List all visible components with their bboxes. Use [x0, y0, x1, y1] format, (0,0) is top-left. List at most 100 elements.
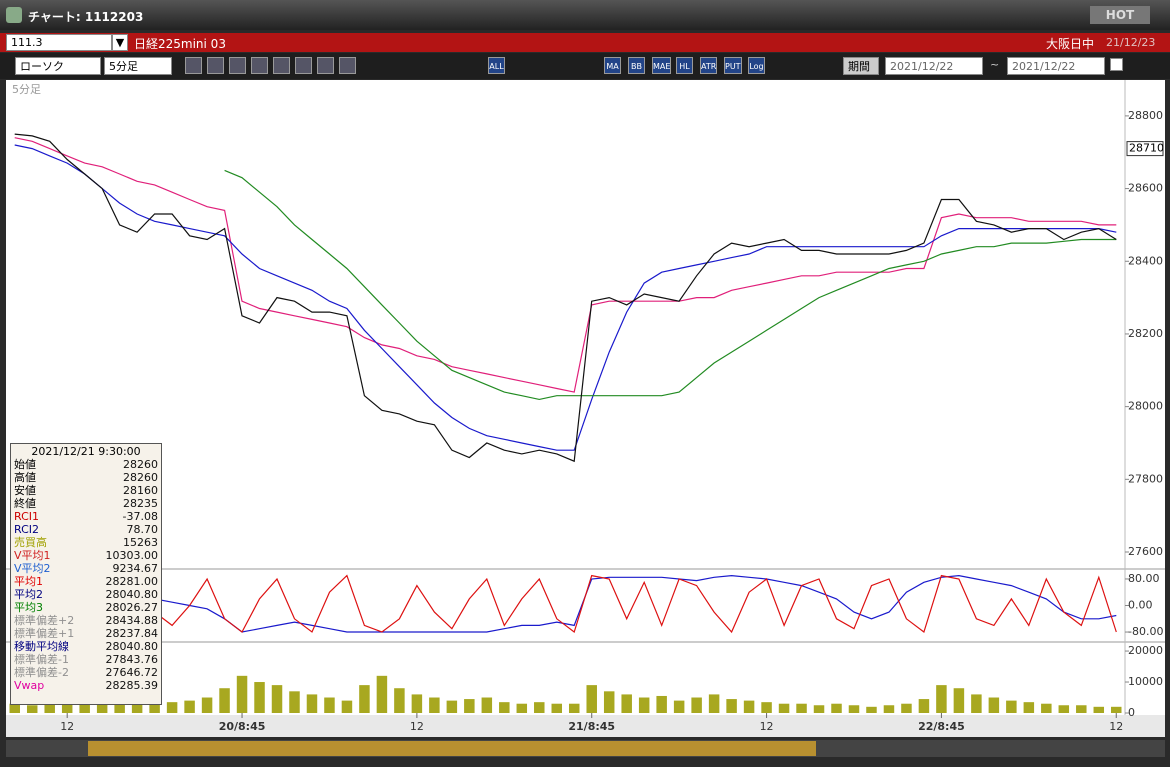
tool-icon[interactable]: [273, 57, 290, 74]
volume-bar: [44, 702, 55, 713]
y-tick-label: 27600: [1128, 545, 1163, 558]
x-axis-strip: [6, 715, 1165, 737]
volume-bar: [446, 700, 458, 713]
volume-bar: [1023, 702, 1035, 713]
info-value: 28160: [123, 484, 158, 497]
volume-bar: [324, 697, 335, 713]
info-label: 標準偏差+1: [14, 627, 75, 640]
info-panel: 2021/12/21 9:30:00 始値 28260 高値 28260 安値 28160…: [10, 443, 162, 705]
volume-bar: [568, 703, 580, 713]
info-value: 28285.39: [105, 679, 159, 692]
window-title: チャート: 1112203: [28, 10, 144, 24]
tool-icon[interactable]: [295, 57, 312, 74]
hot-button[interactable]: HOT: [1090, 6, 1150, 24]
x-tick-label: 12: [1109, 720, 1123, 733]
info-value: 28026.27: [105, 601, 159, 614]
info-value: 15263: [123, 536, 158, 549]
volume-bar: [988, 697, 1000, 713]
tool-icon[interactable]: MAE: [652, 57, 672, 74]
volume-bar: [586, 685, 597, 713]
volume-bar: [971, 694, 982, 713]
info-label: 始値: [14, 458, 36, 471]
info-value: 28040.80: [105, 588, 159, 601]
volume-bar: [796, 703, 807, 713]
toolbar: ローソク 5分足 ALL MA BB MAE HL ATR PUT Log 期間 2021/1…: [0, 53, 1170, 79]
info-row: 平均3 28026.27: [14, 601, 158, 614]
tool-icon[interactable]: BB: [628, 57, 645, 74]
volume-bar: [1006, 700, 1017, 713]
volume-bar: [1076, 705, 1087, 713]
info-value: 28235: [123, 497, 158, 510]
tool-icon[interactable]: [207, 57, 224, 74]
series-line: [14, 133, 1117, 463]
info-row: 平均2 28040.80: [14, 588, 158, 601]
tilde: ~: [990, 58, 1000, 71]
app-icon: [6, 7, 22, 23]
info-label: Vwap: [14, 679, 45, 692]
volume-bar: [359, 685, 370, 713]
volume-bar: [708, 694, 720, 713]
volume-bar: [953, 688, 965, 713]
interval-select[interactable]: 5分足: [104, 57, 172, 75]
volume-bar: [481, 697, 493, 713]
series-line: [14, 574, 1117, 634]
volume-bar: [551, 703, 563, 713]
volume-bar: [499, 702, 510, 713]
volume-bar: [376, 675, 388, 713]
volume-bar: [848, 705, 860, 713]
volume-bar: [1041, 703, 1052, 713]
volume-bar: [918, 699, 930, 713]
info-value: 78.70: [126, 523, 159, 536]
tool-icon[interactable]: [185, 57, 202, 74]
volume-bar: [1058, 705, 1070, 713]
volume-bar: [726, 699, 737, 713]
from-date[interactable]: 2021/12/22: [885, 57, 983, 75]
y-tick-label: 28600: [1128, 182, 1163, 195]
volume-bar: [638, 697, 650, 713]
code-input[interactable]: 111.3: [6, 34, 112, 51]
period-button[interactable]: 期間: [843, 57, 879, 75]
chart-title: 5分足: [12, 83, 41, 96]
tool-icon[interactable]: MA: [604, 57, 621, 74]
tool-icon[interactable]: [317, 57, 334, 74]
chart-type-select[interactable]: ローソク: [15, 57, 101, 75]
info-value: 10303.00: [105, 549, 159, 562]
info-label: 標準偏差-2: [14, 666, 69, 679]
series-line: [14, 137, 1117, 393]
x-tick-label: 21/8:45: [568, 720, 615, 733]
y-tick-label: 10000: [1128, 675, 1163, 688]
checkbox[interactable]: [1110, 58, 1123, 71]
volume-bar: [306, 694, 318, 713]
volume-bar: [184, 700, 195, 713]
info-value: 27843.76: [105, 653, 159, 666]
info-row: 売買高 15263: [14, 536, 158, 549]
y-tick-label: 80.00: [1128, 572, 1160, 585]
volume-bar: [149, 703, 160, 713]
tool-icon[interactable]: ATR: [700, 57, 718, 74]
symbol-bar: 111.3 ▼ 日経225mini 03 大阪日中 21/12/23: [0, 33, 1170, 52]
info-label: 終値: [14, 497, 36, 510]
tool-icon[interactable]: PUT: [724, 57, 742, 74]
title-bar: チャート: 1112203 HOT: [0, 0, 1170, 30]
volume-bar: [96, 697, 108, 713]
scroll-thumb[interactable]: [88, 741, 816, 756]
code-dropdown[interactable]: ▼: [112, 34, 128, 51]
info-label: 平均1: [14, 575, 43, 588]
tool-icon[interactable]: [229, 57, 246, 74]
info-value: 28260: [123, 458, 158, 471]
info-row: 安値 28160: [14, 484, 158, 497]
to-date[interactable]: 2021/12/22: [1007, 57, 1105, 75]
tool-icon[interactable]: HL: [676, 57, 693, 74]
volume-bar: [603, 691, 615, 713]
info-row: 平均1 28281.00: [14, 575, 158, 588]
tool-icon[interactable]: Log: [748, 57, 765, 74]
info-label: V平均2: [14, 562, 51, 575]
volume-bar: [673, 700, 685, 713]
volume-bar: [1111, 706, 1122, 713]
info-label: 売買高: [14, 536, 47, 549]
tool-icon[interactable]: ALL: [488, 57, 505, 74]
info-row: 高値 28260: [14, 471, 158, 484]
tool-icon[interactable]: [251, 57, 268, 74]
volume-bar: [936, 685, 947, 713]
tool-icon[interactable]: [339, 57, 356, 74]
